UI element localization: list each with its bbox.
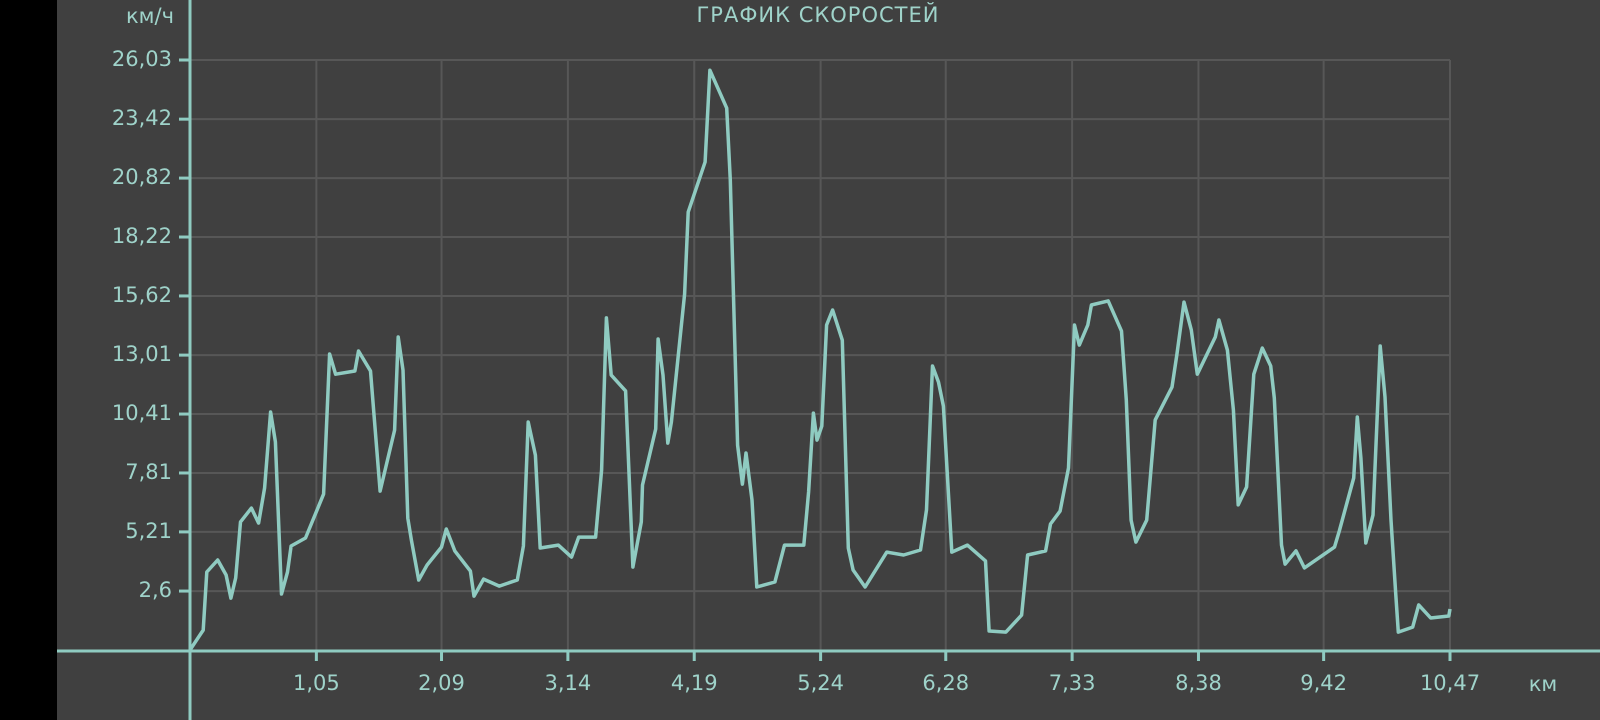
y-tick-label: 20,82 [112,165,172,189]
y-tick-label: 2,6 [139,578,172,602]
x-tick-label: 7,33 [1049,671,1096,695]
x-tick-label: 9,42 [1300,671,1347,695]
x-tick-label: 6,28 [922,671,969,695]
y-tick-label: 7,81 [125,460,172,484]
chart-background [57,0,1600,720]
x-tick-label: 4,19 [671,671,718,695]
y-tick-label: 26,03 [112,47,172,71]
y-tick-label: 23,42 [112,106,172,130]
y-tick-label: 10,41 [112,401,172,425]
speed-line [188,68,1452,651]
x-axis-label: км [1529,672,1558,696]
y-tick-label: 15,62 [112,283,172,307]
x-tick-label: 5,24 [797,671,844,695]
x-tick-label: 8,38 [1175,671,1222,695]
x-tick-label: 3,14 [544,671,591,695]
y-tick-label: 13,01 [112,342,172,366]
x-tick-label: 10,47 [1420,671,1480,695]
x-tick-label: 2,09 [418,671,465,695]
x-tick-label: 1,05 [293,671,340,695]
y-tick-label: 18,22 [112,224,172,248]
chart-title: ГРАФИК СКОРОСТЕЙ [697,2,940,27]
y-tick-label: 5,21 [125,519,172,543]
y-axis-label: км/ч [126,4,174,28]
